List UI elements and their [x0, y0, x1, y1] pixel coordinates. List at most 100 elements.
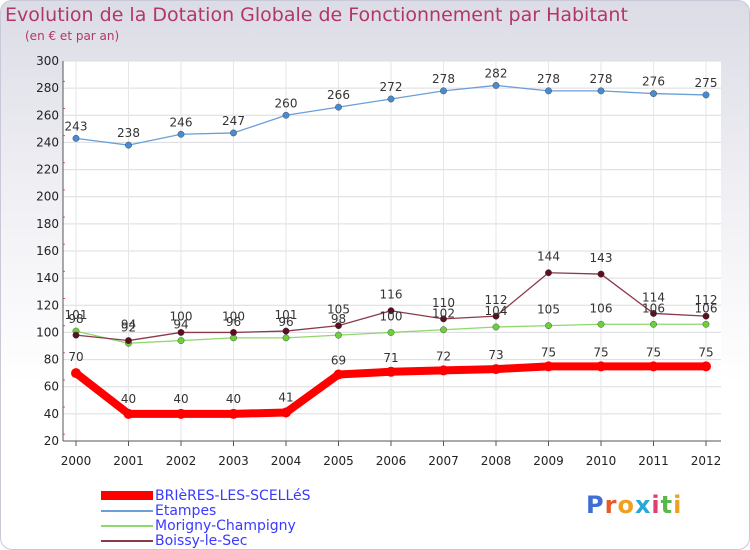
- data-label: 72: [436, 349, 451, 363]
- data-label: 114: [642, 290, 665, 304]
- x-tick-label: 2011: [638, 454, 669, 468]
- logo-letter: x: [634, 491, 652, 519]
- y-tick-label: 220: [36, 163, 59, 177]
- data-label: 94: [121, 318, 136, 332]
- y-tick-label: 180: [36, 217, 59, 231]
- data-point: [387, 95, 395, 103]
- data-point: [702, 312, 710, 320]
- data-point: [123, 408, 134, 419]
- x-tick-label: 2004: [271, 454, 302, 468]
- data-label: 105: [537, 303, 560, 317]
- data-label: 40: [121, 392, 136, 406]
- data-point: [387, 329, 395, 336]
- data-point: [545, 322, 552, 330]
- data-label: 278: [432, 72, 455, 86]
- x-tick-label: 2006: [376, 454, 407, 468]
- data-point: [125, 337, 132, 344]
- legend-item: Morigny-Champigny: [101, 518, 311, 534]
- data-point: [176, 408, 186, 419]
- data-point: [491, 364, 501, 375]
- legend-item: Etampes: [101, 502, 311, 519]
- data-label: 106: [695, 301, 718, 315]
- data-point: [228, 408, 239, 419]
- data-point: [387, 307, 395, 315]
- logo-letter: P: [586, 491, 605, 519]
- data-label: 106: [642, 301, 665, 315]
- logo-letter: i: [673, 491, 683, 519]
- data-label: 105: [327, 303, 350, 317]
- proxiti-logo: Proxiti: [586, 491, 682, 519]
- data-point: [492, 323, 500, 331]
- data-point: [597, 87, 605, 95]
- y-tick-label: 280: [36, 81, 59, 95]
- data-point: [702, 320, 710, 328]
- data-label: 112: [695, 293, 718, 307]
- data-point: [596, 361, 606, 372]
- y-tick-label: 100: [36, 325, 59, 339]
- data-point: [650, 310, 657, 317]
- data-point: [281, 407, 291, 418]
- data-point: [282, 327, 290, 335]
- data-point: [282, 334, 290, 342]
- data-point: [545, 269, 552, 277]
- x-tick-label: 2001: [113, 454, 144, 468]
- logo-letter: t: [660, 491, 674, 519]
- data-point: [386, 366, 396, 377]
- data-label: 101: [65, 308, 88, 322]
- data-point: [335, 103, 342, 111]
- legend-label: Etampes: [155, 502, 217, 519]
- data-label: 96: [226, 315, 241, 329]
- data-label: 144: [537, 250, 560, 264]
- y-tick-label: 80: [44, 353, 59, 367]
- data-label: 102: [432, 307, 455, 321]
- chart-title: Evolution de la Dotation Globale de Fonc…: [5, 4, 628, 26]
- data-label: 70: [68, 350, 83, 364]
- data-point: [177, 329, 185, 336]
- data-point: [597, 270, 605, 278]
- chart-subtitle: (en € et par an): [25, 29, 120, 43]
- data-point: [282, 111, 290, 119]
- data-label: 100: [222, 309, 245, 323]
- data-point: [333, 369, 344, 380]
- x-tick-label: 2002: [166, 454, 197, 468]
- data-label: 143: [590, 251, 613, 265]
- data-label: 260: [275, 96, 298, 110]
- data-label: 272: [380, 80, 403, 94]
- legend-swatch: [101, 509, 153, 512]
- legend-swatch: [101, 539, 153, 542]
- data-label: 247: [222, 114, 245, 128]
- legend-item: Boissy-le-Sec: [101, 533, 311, 549]
- data-label: 73: [488, 348, 503, 362]
- y-tick-label: 60: [44, 380, 59, 394]
- x-tick-label: 2000: [61, 454, 92, 468]
- data-label: 96: [278, 315, 293, 329]
- data-point: [335, 331, 342, 339]
- data-label: 243: [65, 119, 88, 133]
- data-label: 75: [698, 345, 713, 359]
- data-point: [177, 130, 185, 138]
- data-label: 106: [590, 301, 613, 315]
- data-label: 266: [327, 88, 350, 102]
- data-label: 100: [170, 309, 193, 323]
- y-tick-label: 200: [36, 190, 59, 204]
- data-point: [701, 361, 711, 372]
- data-point: [702, 91, 710, 99]
- data-label: 94: [173, 318, 188, 332]
- y-tick-label: 40: [44, 407, 59, 421]
- logo-letter: i: [651, 491, 661, 519]
- legend: BRIèRES-LES-SCELLéS Etampes Morigny-Champi…: [101, 488, 311, 549]
- data-label: 112: [485, 293, 508, 307]
- data-point: [650, 320, 657, 328]
- data-label: 100: [380, 309, 403, 323]
- data-label: 278: [537, 72, 560, 86]
- y-tick-label: 260: [36, 108, 59, 122]
- data-label: 246: [170, 115, 193, 129]
- data-label: 116: [380, 288, 403, 302]
- data-point: [545, 87, 552, 95]
- data-point: [492, 82, 500, 89]
- y-tick-label: 160: [36, 244, 59, 258]
- data-point: [72, 331, 80, 339]
- data-label: 98: [331, 312, 346, 326]
- data-point: [597, 320, 605, 328]
